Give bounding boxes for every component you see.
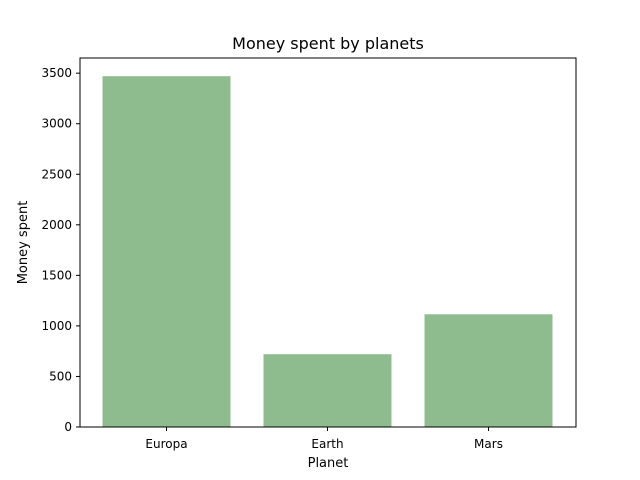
plot-area-frame [79,57,577,428]
y-tick-label: 1000 [41,319,72,333]
y-axis-label: Money spent [16,201,31,285]
y-tick-label: 500 [49,369,72,383]
y-tick-label: 3000 [41,117,72,131]
x-tick-label: Mars [474,437,503,451]
y-tick-label: 0 [64,420,72,434]
bar-mars [424,314,553,427]
chart-title: Money spent by planets [232,34,424,53]
bar-earth [263,354,392,427]
x-tick-label: Europa [145,437,187,451]
y-tick-label: 3500 [41,66,72,80]
bars-layer [102,76,553,427]
y-tick-label: 2000 [41,218,72,232]
x-axis-label: Planet [308,456,349,471]
x-axis-ticks: Europa Earth Mars [145,427,503,451]
x-tick-label: Earth [311,437,343,451]
y-tick-label: 2500 [41,167,72,181]
y-tick-label: 1500 [41,268,72,282]
bar-europa [102,76,231,427]
y-axis-ticks: 0 500 1000 1500 2000 2500 3000 3500 [41,66,80,434]
